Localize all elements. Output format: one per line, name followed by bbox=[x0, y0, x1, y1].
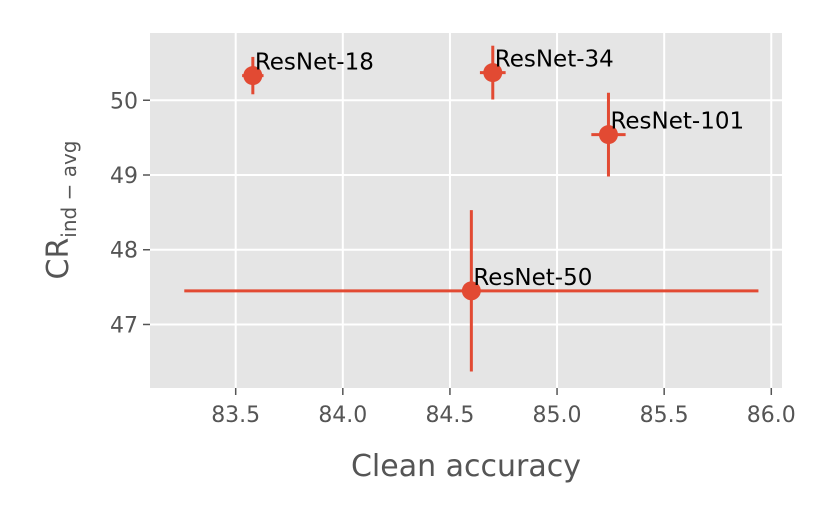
y-axis-label-subscript: ind − avg bbox=[57, 141, 81, 238]
point-resnet-18 bbox=[243, 66, 263, 86]
x-tick-label: 85.0 bbox=[533, 403, 582, 428]
x-tick-label: 85.5 bbox=[640, 403, 689, 428]
point-resnet-101 bbox=[598, 125, 618, 145]
x-axis-ticks: 83.5 84.0 84.5 85.0 85.5 86.0 bbox=[211, 388, 796, 428]
x-tick-label: 84.0 bbox=[318, 403, 367, 428]
point-labels: ResNet-18 ResNet-34 ResNet-101 ResNet-50 bbox=[255, 47, 744, 291]
point-resnet-50 bbox=[461, 281, 481, 301]
y-tick-label: 47 bbox=[110, 313, 138, 338]
point-label-resnet-50: ResNet-50 bbox=[473, 265, 592, 291]
y-axis-label: CRind − avg bbox=[41, 141, 81, 280]
point-label-resnet-34: ResNet-34 bbox=[495, 47, 614, 73]
grid bbox=[150, 33, 782, 388]
plot-background bbox=[150, 33, 782, 388]
point-resnet-34 bbox=[483, 63, 503, 83]
markers bbox=[243, 63, 618, 301]
y-axis-ticks: 47 48 49 50 bbox=[110, 89, 150, 338]
y-tick-label: 48 bbox=[110, 239, 138, 264]
y-axis-label-base: CR bbox=[41, 238, 76, 280]
y-tick-label: 49 bbox=[110, 164, 138, 189]
x-axis-label: Clean accuracy bbox=[351, 449, 581, 484]
point-label-resnet-18: ResNet-18 bbox=[255, 50, 374, 76]
y-tick-label: 50 bbox=[110, 89, 138, 114]
point-label-resnet-101: ResNet-101 bbox=[610, 109, 744, 135]
x-tick-label: 83.5 bbox=[211, 403, 260, 428]
x-tick-label: 84.5 bbox=[425, 403, 474, 428]
x-tick-label: 86.0 bbox=[747, 403, 796, 428]
